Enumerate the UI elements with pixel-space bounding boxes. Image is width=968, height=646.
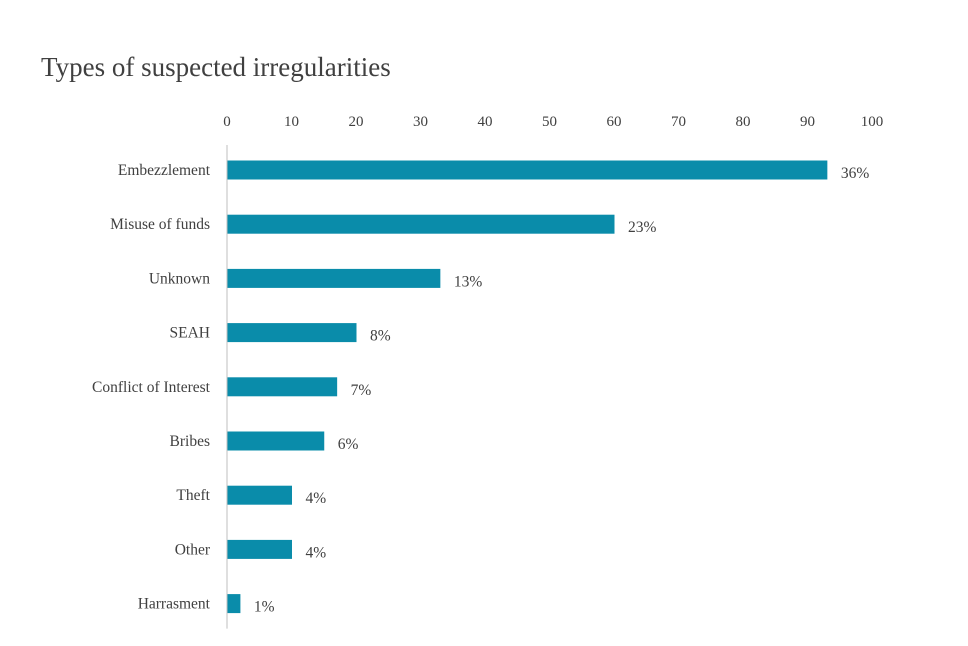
category-label: Unknown (149, 270, 210, 287)
bar (227, 160, 828, 180)
bar (227, 214, 615, 234)
x-axis-ticks: 0 10 20 30 40 50 60 70 80 90 100 (223, 114, 883, 130)
category-label: Harrasment (138, 596, 211, 613)
data-label: 6% (338, 436, 359, 453)
category-label: Conflict of Interest (92, 379, 211, 396)
bar (227, 431, 325, 451)
data-label: 4% (306, 490, 327, 507)
x-tick-label: 100 (861, 114, 884, 130)
x-tick-label: 30 (413, 114, 428, 130)
bars (227, 160, 828, 614)
category-label: Embezzlement (118, 162, 211, 179)
chart-title: Types of suspected irregularities (41, 52, 391, 82)
category-label: SEAH (170, 325, 210, 342)
bar (227, 377, 338, 397)
category-label: Bribes (170, 433, 210, 450)
x-tick-label: 40 (478, 114, 493, 130)
x-tick-label: 20 (349, 114, 364, 130)
data-label: 13% (454, 273, 483, 290)
x-tick-label: 10 (284, 114, 299, 130)
bar (227, 485, 292, 505)
data-label: 8% (370, 328, 391, 345)
x-tick-label: 0 (223, 114, 231, 130)
x-tick-label: 50 (542, 114, 557, 130)
data-labels: 36% 23% 13% 8% 7% 6% 4% 4% 1% (254, 165, 869, 616)
data-label: 7% (351, 382, 372, 399)
category-label: Misuse of funds (110, 216, 210, 233)
data-label: 1% (254, 599, 275, 616)
bar (227, 594, 241, 614)
x-tick-label: 70 (671, 114, 686, 130)
category-label: Other (175, 541, 211, 558)
data-label: 36% (841, 165, 870, 182)
x-tick-label: 60 (607, 114, 622, 130)
data-label: 23% (628, 219, 657, 236)
bar (227, 539, 292, 559)
x-tick-label: 80 (736, 114, 751, 130)
bar (227, 323, 357, 343)
category-label: Theft (176, 487, 210, 504)
data-label: 4% (306, 544, 327, 561)
category-labels: Embezzlement Misuse of funds Unknown SEAH Co… (92, 162, 211, 613)
bar (227, 268, 441, 288)
x-tick-label: 90 (800, 114, 815, 130)
